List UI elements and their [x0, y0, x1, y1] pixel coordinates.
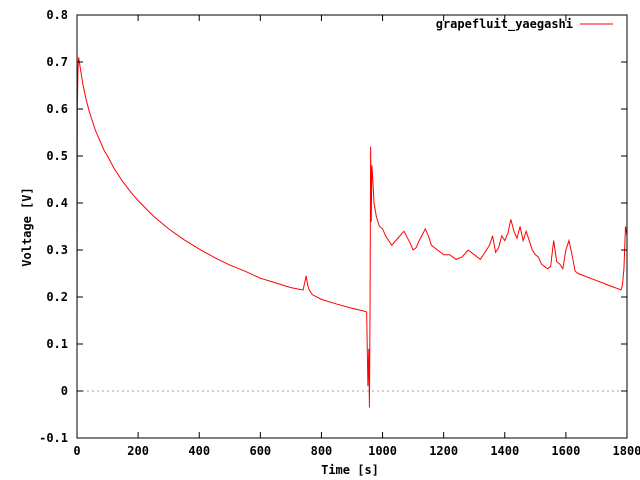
- x-tick-label: 0: [73, 444, 80, 458]
- y-tick-label: 0: [61, 384, 68, 398]
- x-tick-label: 1400: [490, 444, 519, 458]
- x-tick-label: 200: [127, 444, 149, 458]
- y-tick-label: 0.7: [46, 55, 68, 69]
- y-tick-label: 0.2: [46, 290, 68, 304]
- x-tick-label: 600: [249, 444, 271, 458]
- y-tick-label: -0.1: [39, 431, 68, 445]
- y-axis-label: Voltage [V]: [20, 187, 34, 266]
- y-tick-label: 0.6: [46, 102, 68, 116]
- y-tick-label: 0.4: [46, 196, 68, 210]
- legend: grapefluit_yaegashi: [436, 17, 613, 32]
- y-tick-label: 0.3: [46, 243, 68, 257]
- y-tick-label: 0.1: [46, 337, 68, 351]
- x-tick-label: 400: [188, 444, 210, 458]
- x-tick-label: 1800: [613, 444, 640, 458]
- y-tick-label: 0.8: [46, 8, 68, 22]
- x-axis-label: Time [s]: [321, 463, 379, 477]
- x-tick-label: 800: [311, 444, 333, 458]
- plot-frame: [76, 14, 628, 439]
- x-tick-label: 1600: [551, 444, 580, 458]
- y-tick-label: 0.5: [46, 149, 68, 163]
- legend-label: grapefluit_yaegashi: [436, 17, 573, 32]
- x-tick-label: 1200: [429, 444, 458, 458]
- series-line-0: [76, 57, 628, 408]
- x-tick-label: 1000: [368, 444, 397, 458]
